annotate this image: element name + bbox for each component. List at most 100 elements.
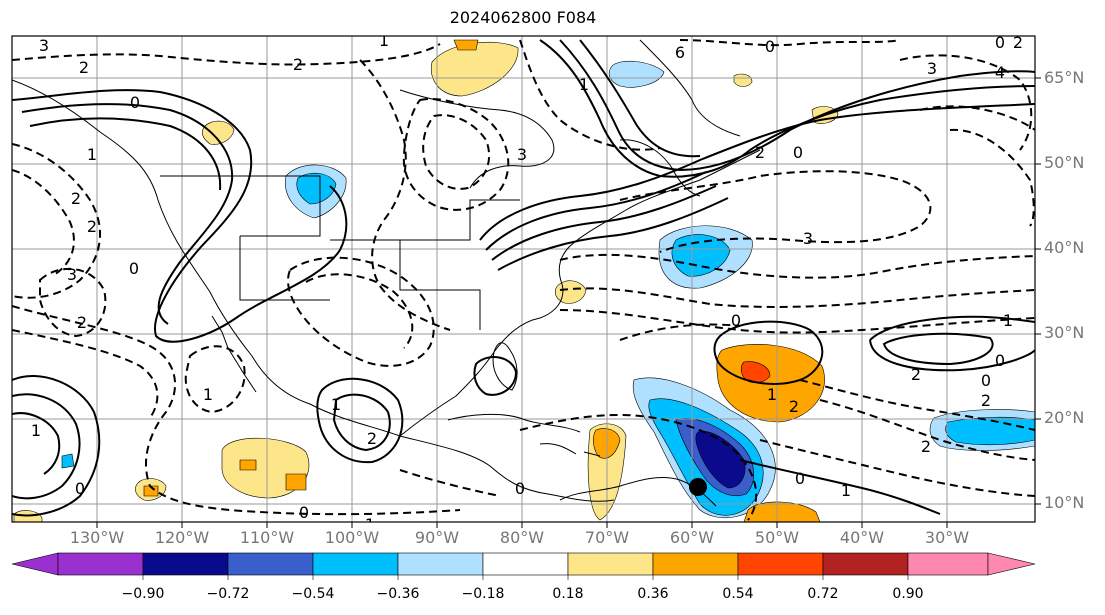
lon-label: 120°W xyxy=(154,528,210,547)
contour-solid xyxy=(12,89,348,343)
graticule xyxy=(12,36,1035,522)
contour-dashed xyxy=(759,439,1035,497)
contour-label: 0 xyxy=(75,479,85,498)
lat-label: 65°N xyxy=(1044,68,1085,87)
contour-label: 2 xyxy=(911,365,921,384)
colorbar-segment xyxy=(822,552,909,576)
contour-label: 3 xyxy=(927,59,937,78)
contour-label: 2 xyxy=(77,313,87,332)
contour-label: 1 xyxy=(203,385,213,404)
contour-label: 2 xyxy=(921,437,931,456)
contour-dashed xyxy=(402,98,510,211)
colorbar-tick-label: 0.18 xyxy=(552,586,584,602)
contour-dashed xyxy=(422,114,491,190)
contour-label: 0 xyxy=(995,33,1005,52)
contour-label: 2 xyxy=(981,391,991,410)
contour-solid xyxy=(497,197,729,271)
shade-negative-region xyxy=(61,453,75,469)
contour-solid xyxy=(559,39,1035,172)
shade-positive-region xyxy=(733,73,753,87)
colorbar-tick-label: 0.36 xyxy=(637,586,669,602)
contour-dashed xyxy=(619,323,741,341)
shade-positive-region xyxy=(239,459,257,471)
lon-label: 130°W xyxy=(69,528,125,547)
shade-positive-region xyxy=(143,485,159,497)
colorbar-segment xyxy=(57,552,144,576)
contour-label: 1 xyxy=(379,31,389,50)
colorbar-segment xyxy=(652,552,739,576)
shade-negative-region xyxy=(945,416,1035,446)
lon-label: 100°W xyxy=(324,528,380,547)
contour-label: 0 xyxy=(731,311,741,330)
contour-label: 0 xyxy=(995,351,1005,370)
storm-center-marker xyxy=(689,478,707,496)
contour-dashed xyxy=(949,128,1035,227)
colorbar-tick-label: −0.54 xyxy=(291,586,335,602)
contour-label: 1 xyxy=(579,75,589,94)
lon-label: 50°W xyxy=(754,528,800,547)
contour-dashed xyxy=(12,305,461,516)
contour-label: 2 xyxy=(1013,33,1023,52)
axis-ticks xyxy=(96,77,1041,528)
lat-label: 20°N xyxy=(1044,408,1085,427)
colorbar-segment xyxy=(482,552,569,576)
contour-label: 0 xyxy=(793,143,803,162)
colorbar-tick-label: −0.36 xyxy=(376,586,420,602)
contour-label: 2 xyxy=(293,55,303,74)
contour-label: 2 xyxy=(79,58,89,77)
colorbar-tick-label: −0.90 xyxy=(121,586,165,602)
contour-dashed xyxy=(184,345,246,414)
colorbar-segment xyxy=(907,552,989,576)
contour-dashed xyxy=(819,399,1035,461)
lon-label: 30°W xyxy=(924,528,970,547)
colorbar-segment xyxy=(312,552,399,576)
contour-label: 0 xyxy=(795,469,805,488)
contour-dashed xyxy=(919,105,1035,131)
contour-label: 4 xyxy=(995,63,1005,82)
contour-label-group: 3 2 2 0 1 0 6 0 2 3 4 0 1 2 2 3 3 2 2 1 … xyxy=(31,31,1023,534)
contour-dashed xyxy=(287,256,435,367)
contour-label: 3 xyxy=(39,36,49,55)
contour-dashed xyxy=(679,39,901,47)
contour-solid xyxy=(491,185,717,261)
contour-dashed xyxy=(559,287,1035,308)
lat-label: 30°N xyxy=(1044,323,1085,342)
colorbar-tick-label: 0.72 xyxy=(807,586,839,602)
contour-lines xyxy=(12,39,1035,521)
contour-dashed xyxy=(899,54,1033,151)
colorbar-segment xyxy=(567,552,654,576)
shade-positive-region xyxy=(453,39,479,51)
contour-label: 0 xyxy=(130,93,140,112)
contour-dashed xyxy=(559,309,1035,334)
contour-solid xyxy=(21,103,234,325)
contour-dashed xyxy=(619,170,932,253)
contour-label: 2 xyxy=(87,217,97,236)
contour-label: 3 xyxy=(517,145,527,164)
shade-negative-region xyxy=(296,172,337,205)
contour-dashed xyxy=(559,253,1035,279)
contour-label: 2 xyxy=(367,429,377,448)
contour-solid xyxy=(12,393,81,500)
lon-label: 40°W xyxy=(839,528,885,547)
contour-solid xyxy=(485,171,707,251)
contour-solid xyxy=(29,117,222,191)
contour-dashed xyxy=(399,469,501,497)
shade-negative-region xyxy=(695,431,746,489)
contour-label: 0 xyxy=(299,503,309,522)
contour-label: 0 xyxy=(981,371,991,390)
contour-solid xyxy=(579,39,701,158)
shade-positive-region xyxy=(201,120,235,145)
contour-solid xyxy=(473,356,518,396)
colorbar-tick-label: 0.90 xyxy=(892,586,924,602)
colorbar-segment xyxy=(227,552,314,576)
contour-label: 1 xyxy=(87,145,97,164)
colorbar-segment xyxy=(737,552,824,576)
contour-label: 3 xyxy=(803,229,813,248)
colorbar-extend-low xyxy=(11,552,59,576)
contour-solid xyxy=(479,103,1035,241)
lat-label: 40°N xyxy=(1044,238,1085,257)
contour-solid xyxy=(12,375,101,517)
lon-label: 90°W xyxy=(414,528,460,547)
contour-label: 1 xyxy=(365,515,375,534)
